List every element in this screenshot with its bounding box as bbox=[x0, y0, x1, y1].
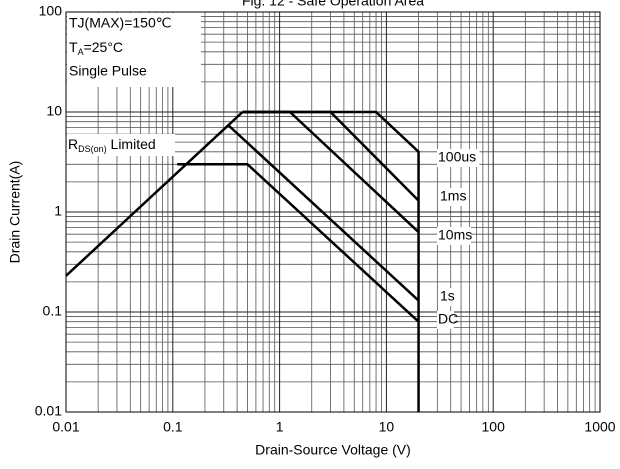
series-line bbox=[242, 110, 420, 233]
note: TJ(MAX)=150℃ bbox=[69, 15, 171, 31]
rds-label: RDS(on) Limited bbox=[68, 136, 156, 155]
chart-title: Fig. 12 - Safe Operation Area bbox=[242, 0, 424, 9]
series-label: DC bbox=[438, 311, 458, 327]
series-label: 10ms bbox=[438, 227, 472, 243]
y-tick-label: 10 bbox=[46, 103, 62, 119]
text-part: Limited bbox=[107, 136, 156, 152]
y-tick-label: 0.01 bbox=[35, 403, 62, 419]
x-tick-label: 0.01 bbox=[52, 419, 79, 435]
series-line bbox=[177, 163, 420, 323]
text-subscript: A bbox=[78, 47, 84, 57]
text-subscript: DS(on) bbox=[78, 144, 107, 154]
series-line bbox=[65, 111, 244, 277]
x-tick-label: 0.1 bbox=[163, 419, 183, 435]
series-label: 100us bbox=[438, 149, 476, 165]
y-tick-label: 1 bbox=[54, 203, 62, 219]
series-label-box bbox=[437, 311, 454, 329]
text-part: T bbox=[69, 39, 78, 55]
series-label-box bbox=[439, 188, 465, 206]
plot-frame bbox=[65, 11, 601, 413]
series-label: 1s bbox=[440, 288, 455, 304]
x-tick-label: 1000 bbox=[584, 419, 615, 435]
series-line bbox=[227, 124, 420, 302]
y-tick-label: 100 bbox=[39, 3, 63, 19]
rds-label-box bbox=[67, 134, 175, 156]
series-label-box bbox=[437, 227, 471, 245]
y-tick-label: 0.1 bbox=[43, 303, 63, 319]
note: TA=25°C bbox=[69, 39, 123, 58]
series-label: 1ms bbox=[440, 188, 466, 204]
series-label-box bbox=[439, 288, 456, 306]
notes-box bbox=[67, 13, 201, 87]
x-tick-label: 10 bbox=[379, 419, 395, 435]
series-label-box bbox=[437, 149, 480, 167]
text-part: =25°C bbox=[84, 39, 123, 55]
x-tick-label: 100 bbox=[482, 419, 506, 435]
text-part: R bbox=[68, 136, 78, 152]
note: Single Pulse bbox=[69, 63, 147, 79]
y-axis-label: Drain Current(A) bbox=[7, 161, 23, 264]
x-axis-label: Drain-Source Voltage (V) bbox=[255, 442, 411, 458]
x-tick-label: 1 bbox=[276, 419, 284, 435]
